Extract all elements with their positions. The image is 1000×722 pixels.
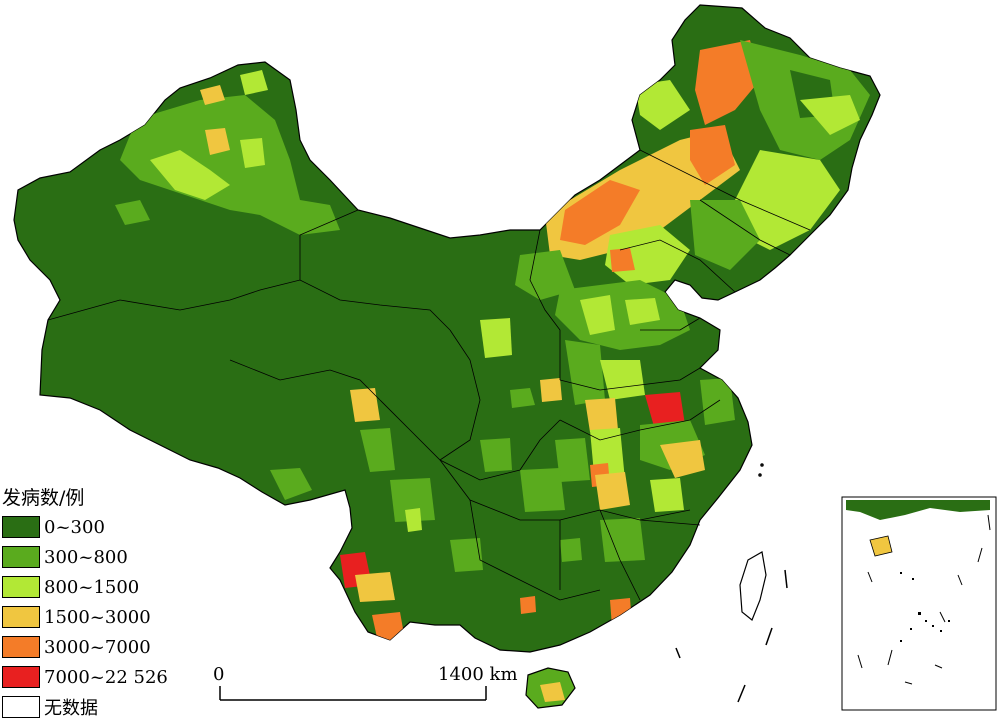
legend-label: 300~800	[44, 546, 128, 568]
scale-bar	[219, 686, 487, 701]
legend-item: 300~800	[2, 542, 202, 572]
legend-swatch	[2, 516, 40, 538]
legend-label: 3000~7000	[44, 636, 151, 658]
legend-label: 800~1500	[44, 576, 140, 598]
taiwan-island	[739, 551, 767, 621]
legend-label: 0~300	[44, 516, 105, 538]
legend-swatch	[2, 546, 40, 568]
legend-item: 无数据	[2, 692, 202, 722]
county-fill-layer	[115, 40, 870, 642]
legend-item: 1500~3000	[2, 602, 202, 632]
legend-swatch	[2, 576, 40, 598]
south-china-sea-inset	[841, 496, 997, 711]
coastal-islands	[675, 463, 788, 703]
legend-item: 3000~7000	[2, 632, 202, 662]
legend-swatch	[2, 666, 40, 688]
legend-swatch	[2, 636, 40, 658]
legend-swatch	[2, 606, 40, 628]
legend-label: 7000~22 526	[44, 666, 168, 688]
legend-item: 800~1500	[2, 572, 202, 602]
scale-end-label: 1400 km	[438, 664, 518, 685]
legend: 发病数/例 0~300 300~800 800~1500 1500~3000 3…	[2, 484, 202, 722]
legend-item: 0~300	[2, 512, 202, 542]
legend-label: 1500~3000	[44, 606, 151, 628]
scale-start-label: 0	[213, 664, 225, 685]
legend-item: 7000~22 526	[2, 662, 202, 692]
legend-label: 无数据	[44, 698, 98, 719]
province-boundaries	[47, 149, 811, 601]
legend-swatch	[2, 696, 40, 718]
legend-title: 发病数/例	[2, 487, 85, 509]
